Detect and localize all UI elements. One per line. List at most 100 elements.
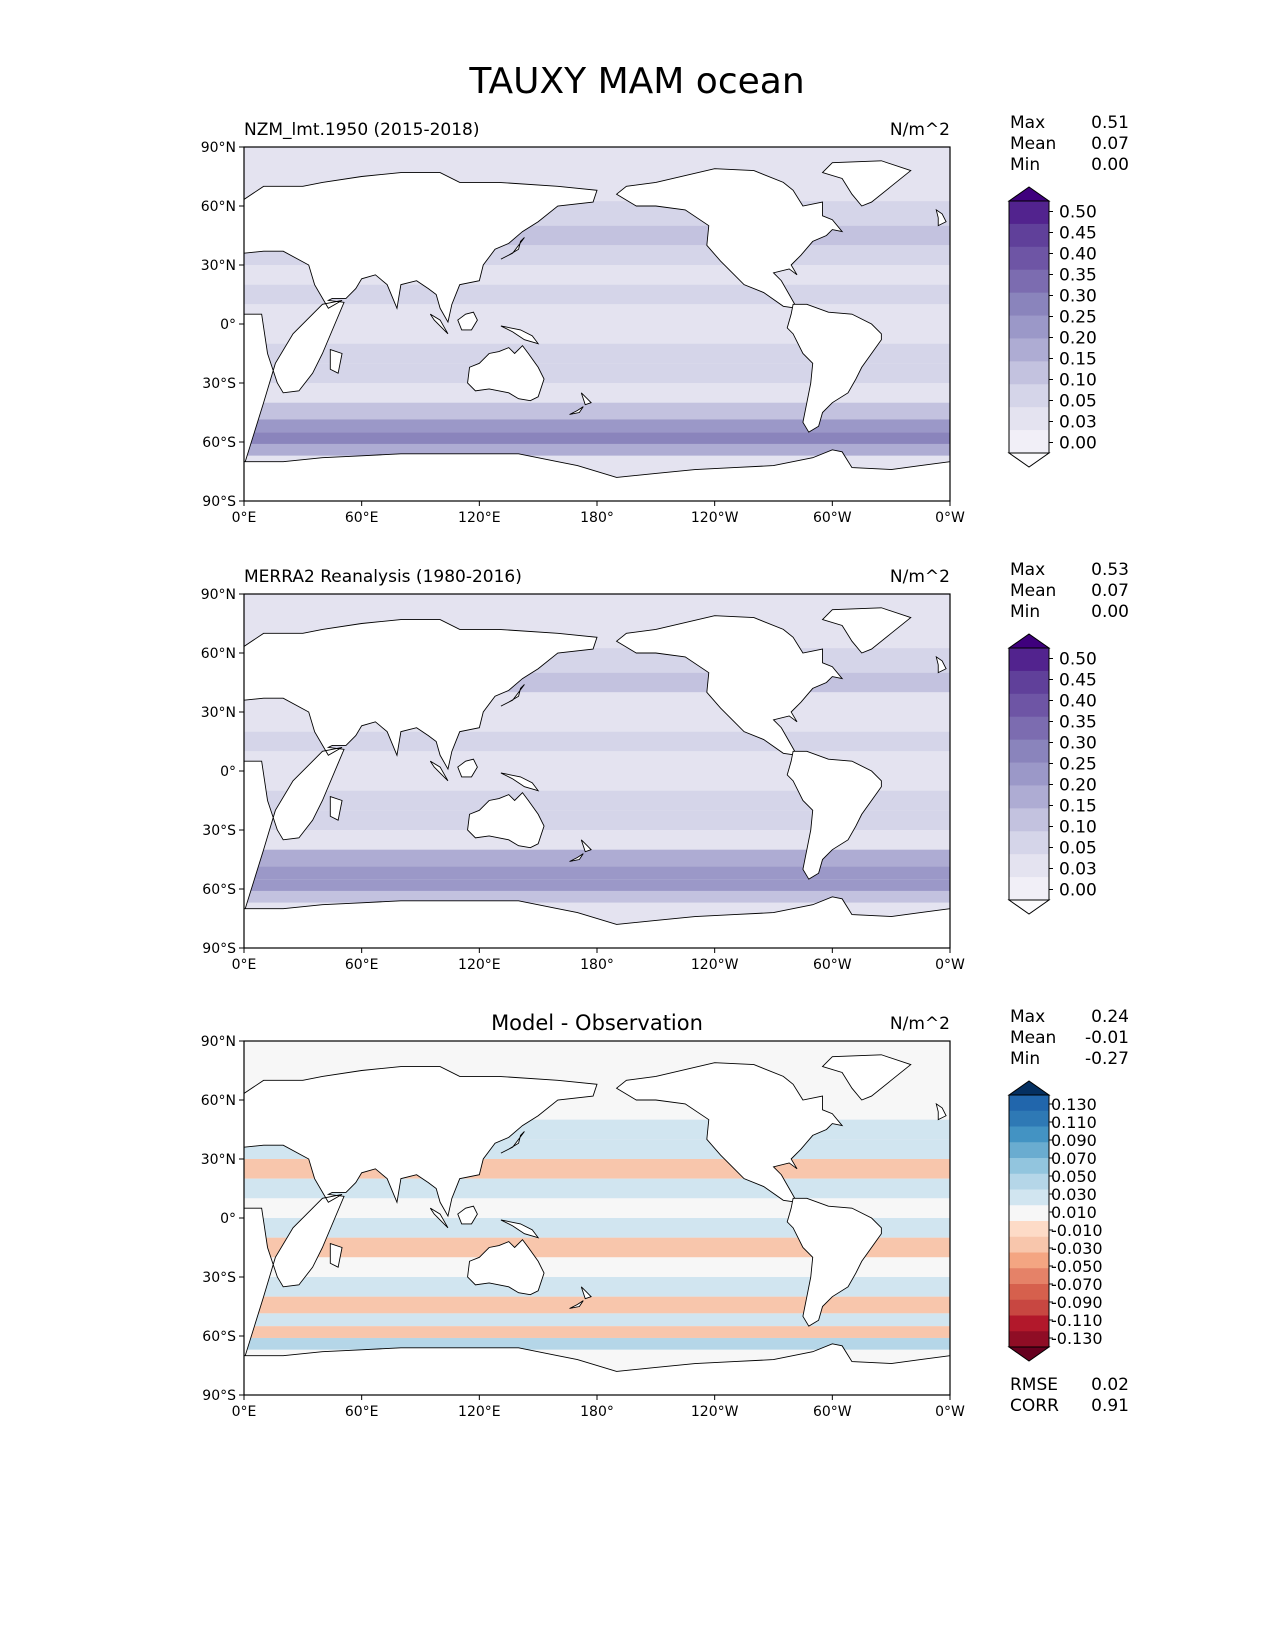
- panel-title: MERRA2 Reanalysis (1980-2016): [244, 567, 522, 587]
- value-band: [244, 1296, 950, 1314]
- stat-value: 0.24: [1091, 1007, 1129, 1027]
- value-band: [244, 419, 950, 433]
- x-tick-label: 180°: [580, 957, 614, 973]
- y-tick-label: 30°N: [201, 705, 236, 721]
- value-band: [244, 1313, 950, 1327]
- colorbar-segment: [1009, 1095, 1049, 1112]
- value-band: [244, 1198, 950, 1218]
- y-tick-label: 0°: [220, 1211, 236, 1227]
- colorbar-segment: [1009, 670, 1049, 695]
- colorbar-segment: [1009, 246, 1049, 271]
- stat-value: 0.07: [1091, 581, 1129, 601]
- colorbar-label: 0.50: [1059, 650, 1097, 670]
- value-band: [244, 866, 950, 880]
- colorbar-label: 0.50: [1059, 203, 1097, 223]
- colorbar-extend-min: [1007, 452, 1051, 468]
- value-band: [244, 383, 950, 403]
- value-band: [244, 343, 950, 364]
- stat-value: 0.91: [1091, 1396, 1129, 1416]
- value-band: [244, 432, 950, 444]
- colorbar-label: 0.30: [1059, 734, 1097, 754]
- value-band: [244, 1337, 950, 1350]
- colorbar-label: 0.090: [1051, 1131, 1097, 1150]
- panel-title: Model - Observation: [491, 1011, 703, 1035]
- colorbar-label: 0.050: [1051, 1167, 1097, 1186]
- colorbar-label: 0.20: [1059, 329, 1097, 349]
- colorbar-label: -0.010: [1051, 1221, 1103, 1240]
- colorbar-segment: [1009, 831, 1049, 855]
- colorbar-label: 0.110: [1051, 1113, 1097, 1132]
- map-panel-1: 90°N 60°N 30°N 0° 30°S 60°S 90°S0°E 60°E 120°E 18…: [201, 113, 1129, 526]
- y-tick-label: 30°N: [201, 1152, 236, 1168]
- colorbar: 0.500.450.400.350.300.250.200.150.100.05…: [1007, 633, 1097, 915]
- stat-label: Max: [1010, 560, 1045, 580]
- colorbar-label: 0.30: [1059, 287, 1097, 307]
- value-band: [244, 879, 950, 891]
- colorbar-segment: [1009, 648, 1049, 672]
- stat-label: Max: [1010, 113, 1045, 133]
- x-tick-label: 120°E: [458, 510, 501, 526]
- colorbar-label: 0.35: [1059, 266, 1097, 286]
- value-band: [244, 830, 950, 850]
- colorbar-segment: [1009, 1110, 1049, 1127]
- colorbar-segment: [1009, 1189, 1049, 1206]
- stat-label: Min: [1010, 155, 1040, 175]
- colorbar-label: 0.45: [1059, 224, 1097, 244]
- y-tick-label: 60°S: [202, 435, 236, 451]
- panel-title: NZM_lmt.1950 (2015-2018): [244, 120, 479, 140]
- map-panel-3: 90°N 60°N 30°N 0° 30°S 60°S 90°S0°E 60°E 120°E 18…: [201, 1007, 1129, 1420]
- y-tick-label: 60°N: [201, 199, 236, 215]
- colorbar-label: 0.20: [1059, 776, 1097, 796]
- map-panel-2: 90°N 60°N 30°N 0° 30°S 60°S 90°S0°E 60°E 120°E 18…: [201, 560, 1129, 973]
- value-band: [244, 304, 950, 324]
- y-tick-label: 60°S: [202, 882, 236, 898]
- colorbar-label: -0.050: [1051, 1257, 1103, 1276]
- colorbar-segment: [1009, 315, 1049, 339]
- y-tick-label: 30°S: [202, 823, 236, 839]
- colorbar-label: 0.25: [1059, 308, 1097, 328]
- field-layer: [244, 1041, 950, 1395]
- value-band: [244, 790, 950, 811]
- stat-value: 0.51: [1091, 113, 1129, 133]
- colorbar-label: 0.35: [1059, 713, 1097, 733]
- colorbar-extend-max: [1007, 1080, 1051, 1096]
- colorbar-segment: [1009, 1173, 1049, 1190]
- colorbar-label: -0.130: [1051, 1329, 1103, 1348]
- value-band: [244, 810, 950, 830]
- x-tick-label: 60°W: [813, 510, 852, 526]
- colorbar-label: 0.10: [1059, 371, 1097, 391]
- colorbar-segment: [1009, 407, 1049, 431]
- field-layer: [244, 147, 950, 501]
- units-label: N/m^2: [890, 567, 950, 587]
- x-tick-label: 60°W: [813, 1404, 852, 1420]
- x-tick-label: 120°W: [691, 957, 739, 973]
- stat-value: 0.53: [1091, 560, 1129, 580]
- colorbar-segment: [1009, 269, 1049, 294]
- x-tick-label: 60°E: [345, 1404, 379, 1420]
- colorbar: 0.1300.1100.0900.0700.0500.0300.010-0.01…: [1007, 1080, 1103, 1362]
- stat-value: -0.27: [1085, 1049, 1129, 1069]
- colorbar-label: 0.40: [1059, 692, 1097, 712]
- y-tick-label: 30°N: [201, 258, 236, 274]
- colorbar-label: 0.15: [1059, 797, 1097, 817]
- colorbar-extend-max: [1007, 186, 1051, 202]
- y-tick-label: 90°N: [201, 140, 236, 156]
- colorbar-segment: [1009, 1236, 1049, 1253]
- value-band: [244, 1218, 950, 1238]
- colorbar-label: 0.05: [1059, 392, 1097, 412]
- x-tick-label: 180°: [580, 1404, 614, 1420]
- y-tick-label: 0°: [220, 317, 236, 333]
- colorbar-segment: [1009, 1221, 1049, 1238]
- colorbar-segment: [1009, 1268, 1049, 1285]
- colorbar-label: -0.030: [1051, 1239, 1103, 1258]
- y-tick-label: 60°N: [201, 646, 236, 662]
- value-band: [244, 1326, 950, 1338]
- y-tick-label: 0°: [220, 764, 236, 780]
- colorbar-segment: [1009, 716, 1049, 741]
- value-band: [244, 890, 950, 903]
- stat-label: Max: [1010, 1007, 1045, 1027]
- stat-value: 0.00: [1091, 602, 1129, 622]
- value-band: [244, 402, 950, 420]
- colorbar-label: 0.45: [1059, 671, 1097, 691]
- units-label: N/m^2: [890, 1014, 950, 1034]
